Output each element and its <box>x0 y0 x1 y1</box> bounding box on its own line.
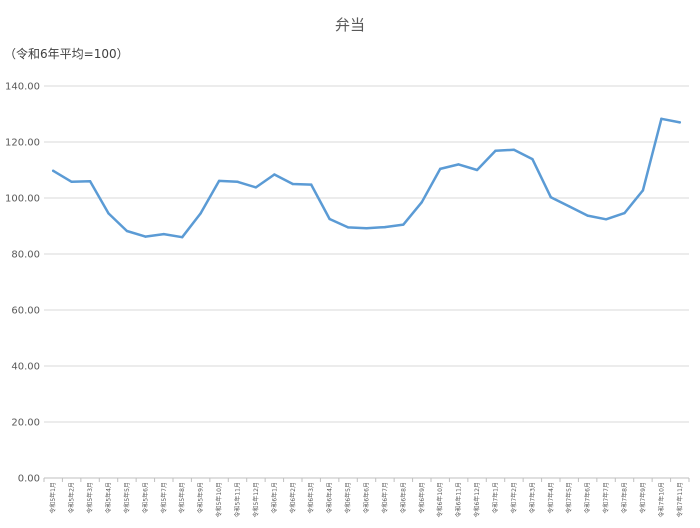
x-tick-label: 令和6年5月 <box>344 482 352 514</box>
series-group <box>51 117 682 239</box>
x-axis-ticks: 令和5年1月 令和5年2月 令和5年3月 令和5年4月 令和5年5月 令和5年6月 令和5年… <box>43 478 690 517</box>
x-tick-label: 令和5年11月 <box>234 482 242 517</box>
y-tick-label: 120.00 <box>5 138 40 149</box>
data-point <box>512 148 516 152</box>
y-tick-label: 40.00 <box>11 362 40 373</box>
x-tick-label: 令和7年5月 <box>565 482 573 514</box>
data-point <box>623 211 626 215</box>
x-tick-label: 令和6年9月 <box>418 482 426 514</box>
data-point <box>549 195 552 199</box>
x-tick-label: 令和5年10月 <box>215 482 223 517</box>
data-point <box>420 201 423 204</box>
x-tick-label: 令和7年9月 <box>639 482 647 514</box>
x-tick-label: 令和7年2月 <box>510 482 518 514</box>
x-tick-label: 令和5年3月 <box>86 482 94 514</box>
data-point <box>641 189 645 192</box>
data-point <box>678 121 681 124</box>
x-tick-label: 令和7年3月 <box>528 482 536 514</box>
x-tick-label: 令和6年2月 <box>289 482 297 514</box>
data-point <box>236 180 239 183</box>
x-tick-label: 令和6年6月 <box>363 482 371 514</box>
x-tick-label: 令和5年7月 <box>160 482 168 514</box>
y-tick-label: 140.00 <box>5 82 40 93</box>
data-point <box>125 229 129 233</box>
data-point <box>254 186 258 189</box>
y-tick-label: 80.00 <box>11 250 40 261</box>
data-point <box>383 225 387 229</box>
y-axis-ticks: 0.00 20.00 40.00 60.00 80.00 100.00 120.00 140.… <box>5 82 40 485</box>
y-tick-label: 60.00 <box>11 306 40 317</box>
x-tick-label: 令和7年1月 <box>492 482 500 514</box>
y-tick-label: 20.00 <box>11 418 40 429</box>
x-tick-label: 令和7年10月 <box>657 482 665 517</box>
x-tick-label: 令和5年1月 <box>49 482 57 514</box>
data-point <box>291 182 294 186</box>
x-tick-label: 令和5年5月 <box>123 482 131 514</box>
x-tick-label: 令和7年4月 <box>547 482 555 514</box>
data-point <box>494 149 497 152</box>
data-point <box>217 179 221 183</box>
data-point <box>568 205 571 208</box>
data-point <box>52 169 55 173</box>
x-tick-label: 令和6年7月 <box>381 482 389 514</box>
data-point <box>402 223 405 226</box>
data-point <box>586 214 589 217</box>
data-point <box>199 212 202 215</box>
x-tick-label: 令和6年3月 <box>307 482 315 514</box>
data-point <box>107 212 110 215</box>
x-tick-label: 令和7年11月 <box>676 482 684 517</box>
x-tick-label: 令和7年8月 <box>621 482 629 514</box>
data-point <box>457 163 460 166</box>
x-tick-label: 令和7年7月 <box>602 482 610 514</box>
data-point <box>310 183 313 186</box>
data-point <box>531 157 534 161</box>
data-point <box>162 232 165 236</box>
data-point <box>365 227 368 230</box>
data-point <box>88 180 92 183</box>
x-tick-label: 令和6年12月 <box>473 482 481 517</box>
data-point <box>439 167 442 171</box>
x-tick-label: 令和6年8月 <box>399 482 407 514</box>
series-line <box>51 117 682 239</box>
data-point <box>328 217 331 221</box>
x-tick-label: 令和6年11月 <box>455 482 463 517</box>
data-point <box>346 226 350 229</box>
x-tick-label: 令和7年6月 <box>584 482 592 514</box>
data-point <box>70 180 73 183</box>
x-tick-label: 令和5年9月 <box>197 482 205 514</box>
data-point <box>660 117 663 120</box>
unit-label: （令和6年平均=100） <box>4 46 129 61</box>
chart-title: 弁当 <box>335 16 365 34</box>
y-tick-label: 100.00 <box>5 194 40 205</box>
y-tick-label: 0.00 <box>18 474 40 485</box>
x-tick-label: 令和5年2月 <box>68 482 76 514</box>
x-tick-label: 令和6年1月 <box>270 482 278 514</box>
data-point <box>273 173 276 176</box>
x-tick-label: 令和5年4月 <box>105 482 113 514</box>
gridlines <box>44 85 689 479</box>
data-point <box>475 168 479 172</box>
x-tick-label: 令和5年6月 <box>141 482 149 514</box>
data-point <box>144 235 147 238</box>
data-point <box>181 236 184 239</box>
data-point <box>604 218 608 221</box>
x-tick-label: 令和6年4月 <box>326 482 334 514</box>
x-tick-label: 令和5年12月 <box>252 482 260 517</box>
x-tick-label: 令和5年8月 <box>178 482 186 514</box>
x-tick-label: 令和6年10月 <box>436 482 444 517</box>
